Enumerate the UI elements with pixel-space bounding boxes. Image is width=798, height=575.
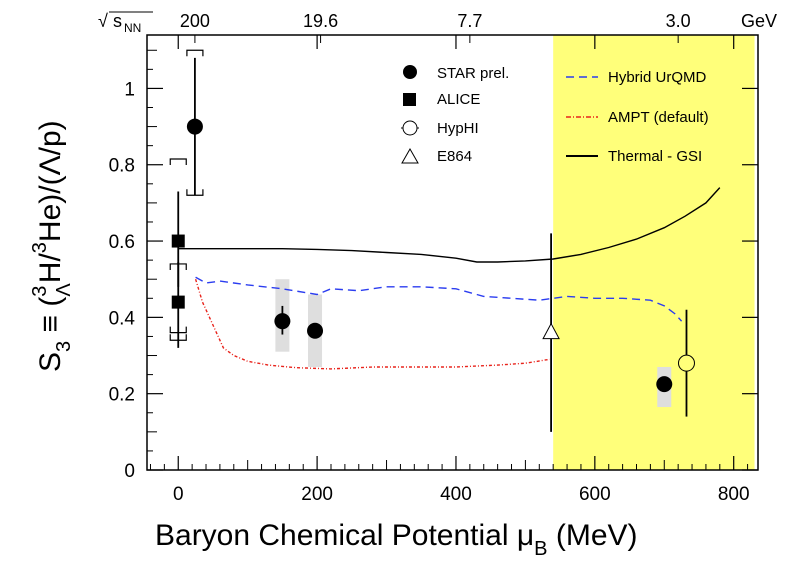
y-axis-label-s-sub: 3 [53, 341, 75, 352]
x-axis-label-main: Baryon Chemical Potential [155, 519, 517, 552]
marker-e864 [542, 322, 560, 340]
legend-label-thermal: Thermal - GSI [608, 148, 702, 165]
model-curves-layer [178, 187, 721, 370]
y-axis-label-rest1: ≡ ( [34, 297, 67, 341]
legend-label-star: STAR prel. [437, 65, 509, 82]
shaded-region-layer [553, 35, 755, 470]
marker-star [274, 313, 291, 330]
top-axis-ticks: 200 19.6 7.7 3.0 [180, 11, 691, 43]
y-axis-label-sup3b: 3 [29, 242, 51, 253]
systematic-error-bracket [169, 158, 187, 166]
y-axis-label-rest2: He)/(Λ/p) [34, 120, 67, 242]
legend-marker-alice [403, 93, 416, 106]
x-tick-label: 0 [173, 484, 184, 505]
x-axis-ticks: 0 200 400 600 800 [149, 35, 750, 505]
y-tick-label: 1 [124, 79, 135, 100]
legend-label-ampt: AMPT (default) [608, 109, 709, 126]
legend-marker-star [403, 65, 417, 79]
curve-ampt-default [194, 278, 550, 370]
top-axis-label: √ s NN [98, 11, 153, 35]
shaded-region [553, 35, 755, 470]
legend-label-alice: ALICE [437, 91, 480, 108]
y-axis-label-sub-lambda: Λ [53, 283, 75, 297]
y-axis-ticks: 0 0.2 0.4 0.6 0.8 1 [109, 49, 758, 482]
y-tick-label: 0.8 [109, 156, 135, 177]
top-axis-sub: NN [124, 21, 141, 35]
x-axis-label-sub: B [534, 538, 547, 560]
top-axis-unit: GeV [741, 11, 777, 31]
legend-data: STAR prel. ALICE HypHI E864 [401, 65, 509, 165]
x-tick-label: 200 [301, 484, 333, 505]
top-axis-tick-label: 200 [180, 11, 210, 31]
marker-alice [171, 234, 185, 248]
marker-alice [171, 295, 185, 309]
y-tick-label: 0.2 [109, 385, 135, 406]
y-tick-label: 0.6 [109, 232, 135, 253]
top-axis-tick-label: 7.7 [457, 11, 482, 31]
legend-marker-e864 [401, 147, 419, 164]
legend-marker-hyphi [402, 120, 418, 136]
top-axis-tick-label: 3.0 [666, 11, 691, 31]
top-axis-s: s [113, 11, 122, 31]
x-tick-label: 600 [579, 484, 611, 505]
data-markers-layer [171, 118, 695, 393]
legend-label-hyphi: HypHI [437, 120, 479, 137]
marker-hyphi [677, 354, 695, 372]
y-axis-label: S3 ≡ (3 ΛH/3He)/(Λ/p) [29, 120, 75, 372]
x-tick-label: 400 [440, 484, 472, 505]
legend-models: Hybrid UrQMD AMPT (default) Thermal - GS… [566, 69, 709, 165]
sqrt-symbol: √ [98, 11, 108, 31]
marker-star [186, 118, 203, 135]
plot-frame [146, 34, 759, 471]
marker-star [307, 322, 324, 339]
curve-thermal-gsi [178, 187, 721, 263]
systematic-error-bracket [186, 49, 204, 57]
x-axis-label-unit: (MeV) [548, 519, 638, 552]
marker-star [656, 376, 673, 393]
legend-label-urqmd: Hybrid UrQMD [608, 69, 707, 86]
legend-label-e864: E864 [437, 148, 472, 165]
y-axis-label-sup3a: 3 [29, 286, 51, 297]
x-axis-label: Baryon Chemical Potential μB (MeV) [155, 519, 638, 560]
y-tick-label: 0 [124, 461, 135, 482]
y-tick-label: 0.4 [109, 308, 136, 329]
y-axis-label-s: S [34, 352, 67, 372]
x-axis-label-mu: μ [517, 519, 534, 552]
curve-hybrid-urqmd [195, 276, 683, 322]
x-tick-label: 800 [718, 484, 750, 505]
y-axis-label-h: H/ [34, 253, 67, 284]
top-axis-tick-label: 19.6 [303, 11, 338, 31]
